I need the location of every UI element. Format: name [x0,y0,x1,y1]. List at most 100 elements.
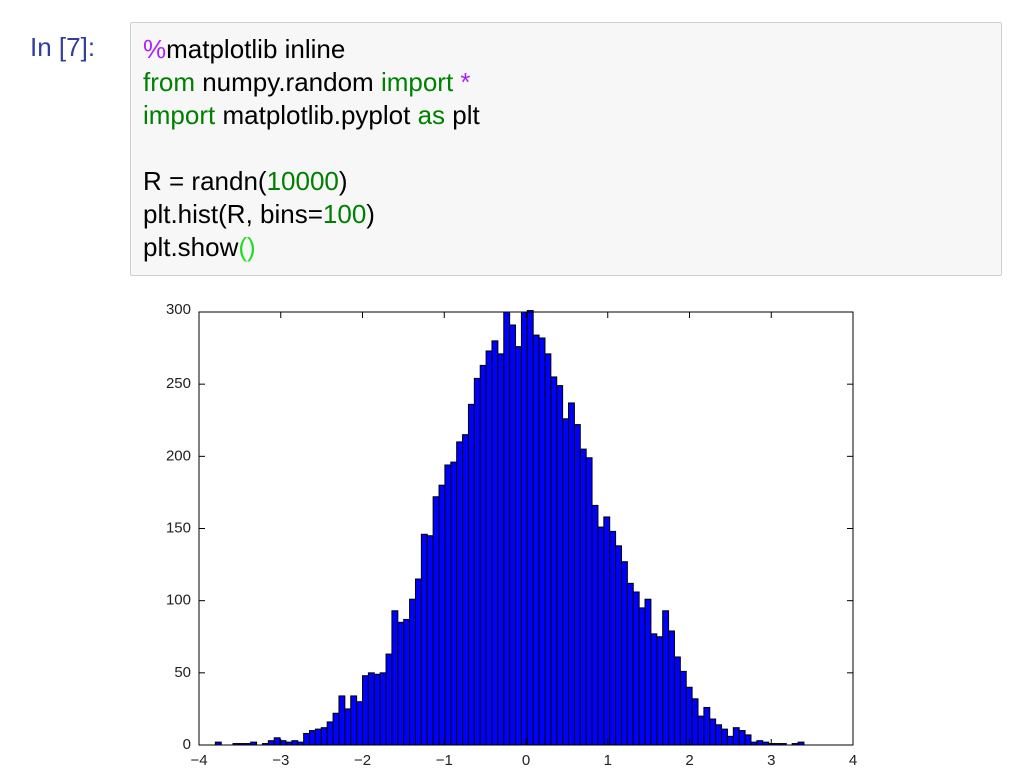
bar [515,346,522,746]
bar [314,728,322,746]
y-tick-label: 250 [166,375,191,392]
bar [520,311,528,746]
bar [509,324,517,746]
code-token: import [143,100,216,130]
code-token: as [417,100,446,130]
code-token: matplotlib inline [166,34,346,64]
bar [267,740,275,746]
bar [709,718,717,746]
code-token: plt [445,100,480,130]
bar [715,724,723,746]
bar [615,545,622,746]
code-token: from [143,67,195,97]
bar [744,734,752,746]
x-tick-label: −2 [354,752,371,769]
bar [544,353,552,746]
bar [273,737,281,746]
bar [444,464,452,746]
bar [373,673,381,746]
bar [691,698,699,746]
code-line: R = randn(10000) [143,165,480,198]
bar [556,385,564,746]
code-token: import [380,67,454,97]
x-tick-label: 0 [522,752,530,769]
code-cell[interactable]: %matplotlib inline from numpy.random impo… [130,22,1002,276]
bar [426,535,434,746]
y-tick-label: 0 [183,736,191,753]
bar [538,337,546,746]
bar [473,377,481,746]
x-tick-label: −3 [272,752,289,769]
bar [673,656,681,746]
bar [732,727,740,746]
y-tick-label: 200 [166,447,191,464]
bar [414,578,422,746]
bar [726,735,734,746]
code-token: () [238,232,256,262]
y-tick-label: 50 [174,664,191,681]
code-line: import matplotlib.pyplot as plt [143,99,480,132]
code-token: ) [338,166,348,196]
x-tick-label: −1 [436,752,453,769]
bar [679,670,687,746]
y-tick-label: 300 [166,301,191,318]
bar [626,582,634,746]
code-token: ) [366,199,375,229]
bar [526,310,534,746]
bar [503,311,511,746]
bar [391,610,399,746]
bar [420,533,428,746]
code-line: plt.show() [143,231,480,264]
y-tick-label: 100 [166,592,191,609]
bar [362,675,369,746]
code-line: from numpy.random import * [143,66,480,99]
bar [467,403,475,746]
x-tick-label: 3 [767,752,775,769]
bar [479,364,487,746]
bar [591,504,599,746]
x-tick-label: 4 [849,752,857,769]
bar [685,686,693,746]
bar [620,561,628,746]
bar [562,418,570,746]
bar [326,721,334,746]
bar [568,402,575,746]
bar [338,695,346,746]
code-token: matplotlib.pyplot [215,100,418,130]
bar [597,526,605,746]
code-token: % [143,34,167,64]
bar [456,441,464,746]
code-token: R = randn( [143,166,267,196]
bar [462,434,469,746]
bar [367,672,375,746]
bar [603,516,611,746]
bar [738,730,746,746]
bar [385,653,393,746]
bar [350,695,358,746]
bar [497,353,505,746]
bar [756,740,764,746]
bar [585,457,593,746]
bar [579,448,587,746]
bar [573,424,581,746]
bar [320,727,328,746]
input-prompt: In [7]: [30,32,96,62]
bar [638,607,646,746]
bar [438,484,446,746]
code-token: * [460,67,471,97]
code-token: plt.hist(R, bins= [143,199,323,229]
x-tick-label: 1 [604,752,612,769]
bar [303,732,311,746]
y-tick-label: 150 [166,519,191,536]
bar [532,334,540,746]
bar [432,496,440,746]
bar [609,530,617,746]
bar [644,598,652,746]
bar [409,598,416,746]
bar [697,715,705,746]
bar [485,350,493,746]
bar [450,461,458,746]
bar [491,340,499,746]
x-tick-label: −4 [190,752,207,769]
